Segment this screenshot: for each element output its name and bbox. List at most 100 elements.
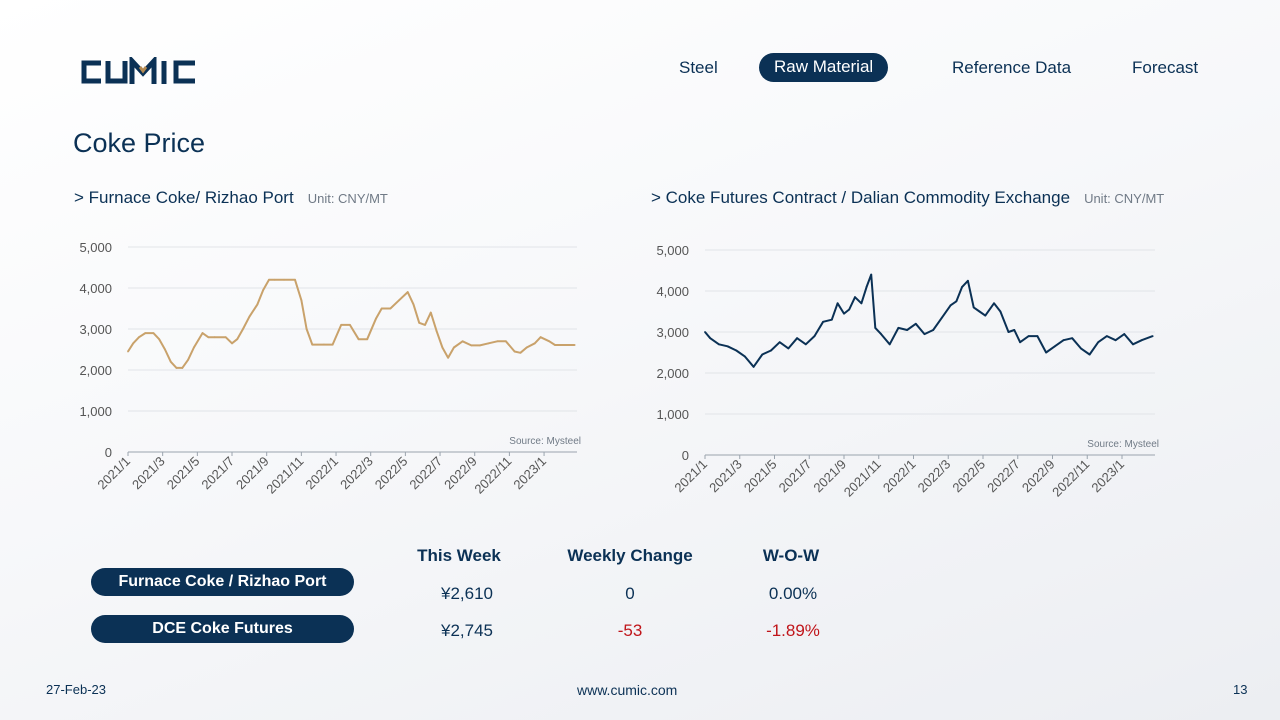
x-tick-label: 2023/1	[510, 454, 549, 493]
data-point	[461, 340, 464, 343]
data-point	[357, 338, 360, 341]
y-tick-label: 5,000	[79, 240, 112, 255]
data-point	[1132, 343, 1134, 346]
data-point	[1027, 335, 1030, 337]
data-point	[897, 327, 900, 329]
data-point	[505, 340, 507, 343]
data-point	[470, 344, 473, 347]
data-point	[865, 286, 868, 288]
logo-letter-u	[105, 61, 128, 84]
dce-coke-wow: -1.89%	[766, 621, 820, 640]
data-point	[778, 341, 781, 344]
y-tick-label: 4,000	[79, 281, 112, 296]
data-point	[207, 336, 210, 339]
data-point	[761, 353, 764, 356]
data-point	[175, 367, 178, 369]
x-tick-label: 2022/11	[1049, 457, 1092, 500]
data-point	[447, 356, 450, 359]
x-tick-label: 2021/7	[198, 454, 237, 493]
data-point	[967, 279, 969, 282]
data-point	[860, 302, 863, 305]
y-tick-label: 4,000	[656, 284, 689, 299]
data-point	[525, 346, 528, 349]
row-label-dce-coke-futures: DCE Coke Futures	[91, 615, 354, 643]
data-point	[305, 328, 308, 330]
data-point	[164, 348, 166, 351]
data-point	[813, 335, 816, 337]
data-point	[519, 351, 522, 354]
data-point	[158, 338, 161, 341]
nav-forecast[interactable]: Forecast	[1132, 58, 1199, 77]
furnace-coke-chart: 01,0002,0003,0004,0005,0002021/12021/320…	[79, 240, 581, 497]
footer-date: 27-Feb-23	[46, 682, 106, 697]
data-point	[479, 344, 481, 347]
header-this-week: This Week	[417, 546, 501, 565]
data-point	[375, 317, 377, 320]
furnace-coke-change: 0	[625, 584, 635, 603]
data-point	[1140, 339, 1143, 342]
data-point	[412, 303, 415, 306]
data-point	[1013, 329, 1016, 331]
series-line	[704, 273, 1154, 368]
data-point	[539, 336, 542, 339]
data-point	[322, 343, 325, 346]
nav-reference-data[interactable]: Reference Data	[952, 58, 1072, 77]
data-point	[704, 331, 706, 333]
data-point	[429, 311, 432, 314]
y-tick-label: 1,000	[79, 404, 112, 419]
y-tick-label: 3,000	[656, 325, 689, 340]
x-tick-label: 2021/11	[841, 457, 884, 500]
x-tick-label: 2022/7	[984, 457, 1023, 496]
data-point	[1097, 341, 1100, 344]
page-title: Coke Price	[73, 128, 206, 158]
data-point	[1019, 341, 1021, 344]
data-point	[1088, 353, 1091, 356]
data-point	[406, 291, 409, 293]
data-point	[152, 332, 155, 334]
data-point	[1036, 335, 1039, 337]
data-point	[573, 344, 576, 346]
y-tick-label: 2,000	[79, 363, 112, 378]
data-point	[870, 273, 873, 276]
data-point	[1045, 351, 1048, 354]
x-tick-label: 2021/1	[671, 457, 710, 496]
footer-url[interactable]: www.cumic.com	[577, 682, 678, 698]
nav-raw-material[interactable]: Raw Material	[759, 53, 889, 82]
nav-steel[interactable]: Steel	[679, 58, 718, 77]
data-point	[187, 358, 189, 361]
header-weekly-change: Weekly Change	[567, 546, 693, 565]
source-label: Source: Mysteel	[509, 436, 581, 447]
data-point	[888, 343, 891, 346]
header-wow: W-O-W	[762, 546, 820, 565]
data-point	[268, 278, 270, 281]
data-point	[961, 286, 964, 288]
data-point	[735, 349, 738, 352]
data-point	[906, 329, 909, 331]
data-point	[752, 365, 755, 368]
x-tick-label: 2022/1	[880, 457, 919, 496]
x-tick-label: 2022/1	[302, 454, 341, 493]
data-point	[1114, 339, 1117, 342]
furnace-coke-wow: 0.00%	[768, 584, 818, 603]
data-point	[398, 299, 400, 302]
data-point	[984, 314, 987, 317]
x-tick-label: 2023/1	[1088, 457, 1127, 496]
logo-letter-c2	[173, 60, 195, 84]
data-point	[874, 327, 877, 329]
data-point	[132, 342, 135, 345]
data-point	[213, 336, 216, 339]
data-point	[418, 321, 421, 324]
data-point	[978, 310, 981, 313]
data-point	[843, 312, 845, 315]
data-point	[201, 332, 204, 334]
coke-futures-chart: 01,0002,0003,0004,0005,0002021/12021/320…	[656, 243, 1159, 500]
x-tick-label: 2021/3	[129, 454, 168, 493]
data-point	[453, 346, 455, 349]
data-point	[744, 355, 746, 358]
data-point	[1079, 347, 1082, 350]
data-point	[822, 320, 825, 323]
x-tick-label: 2021/11	[263, 454, 306, 497]
row-label-furnace-coke: Furnace Coke / Rizhao Port	[91, 568, 354, 596]
data-point	[231, 342, 233, 345]
data-point	[300, 299, 303, 302]
